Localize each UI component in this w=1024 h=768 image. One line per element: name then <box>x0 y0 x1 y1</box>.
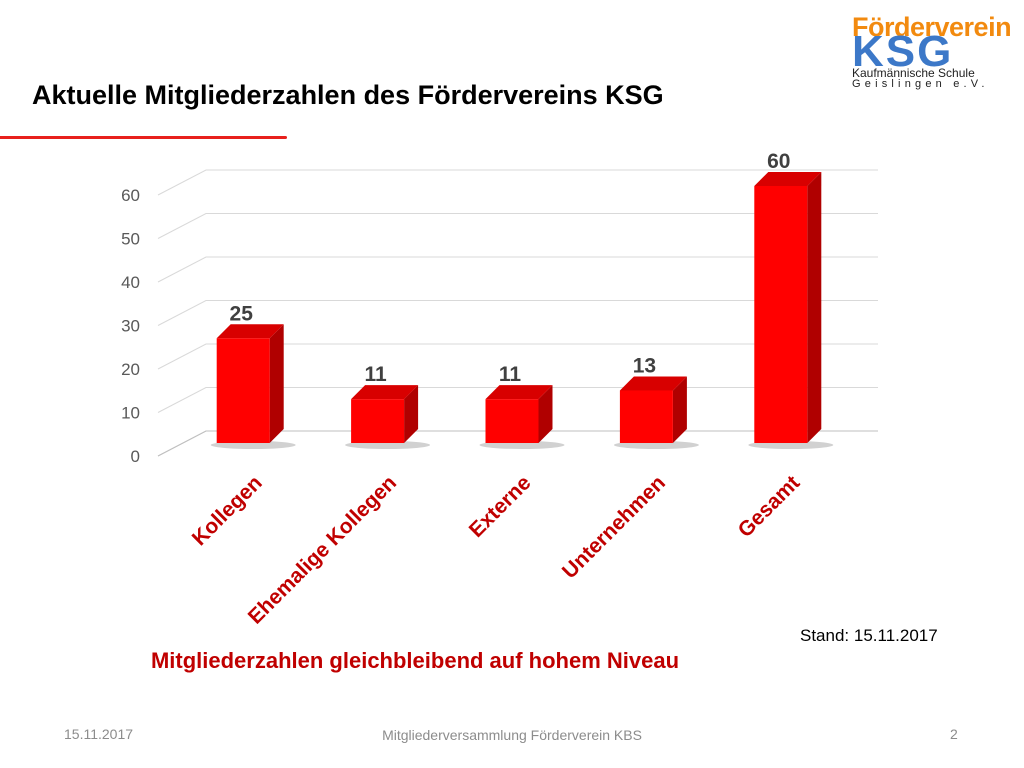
bar-kollegen <box>210 324 296 449</box>
bar-chart: 0 10 20 30 40 50 60 25 11 11 13 60 KollegenEhemali… <box>121 150 878 629</box>
title-underline <box>0 136 287 139</box>
bar-front <box>351 399 405 443</box>
category-label: Unternehmen <box>558 471 670 583</box>
logo-subtitle-line1: Kaufmännische Schule <box>852 66 975 80</box>
bar-side <box>807 172 822 443</box>
y-tick-label: 0 <box>131 447 140 466</box>
category-label: Kollegen <box>188 471 267 550</box>
category-label: Gesamt <box>734 471 805 542</box>
y-tick-label: 10 <box>121 404 140 423</box>
data-label: 60 <box>767 150 790 173</box>
y-tick-label: 40 <box>121 273 140 292</box>
data-label: 11 <box>499 363 522 386</box>
data-label: 13 <box>633 354 656 377</box>
slide-title: Aktuelle Mitgliederzahlen des Fördervere… <box>32 80 664 110</box>
category-label: Ehemalige Kollegen <box>244 471 401 628</box>
y-tick-label: 60 <box>121 186 140 205</box>
stand-date: Stand: 15.11.2017 <box>800 626 938 645</box>
bar-top <box>485 385 553 400</box>
data-label: 11 <box>364 363 387 386</box>
logo-subtitle-line2: Geislingen e.V. <box>852 78 989 90</box>
y-tick-label: 30 <box>121 317 140 336</box>
category-label: Externe <box>465 471 536 542</box>
summary-text: Mitgliederzahlen gleichbleibend auf hohe… <box>150 648 680 673</box>
logo-word: Förderverein <box>852 12 1012 42</box>
bar-front <box>619 390 673 443</box>
footer-title: Mitgliederversammlung Förderverein KBS <box>382 727 642 743</box>
y-axis-ticks: 0 10 20 30 40 50 60 <box>121 186 140 466</box>
gridline-6 <box>157 169 878 196</box>
gridline-3 <box>157 300 878 326</box>
gridline-4 <box>157 256 878 283</box>
bar-side <box>538 385 553 443</box>
bar-side <box>672 376 687 443</box>
y-tick-label: 20 <box>121 360 140 379</box>
bar-top <box>754 172 822 186</box>
bar-top <box>351 385 419 400</box>
gridline-5 <box>157 213 878 239</box>
data-label: 25 <box>230 302 254 325</box>
footer-date: 15.11.2017 <box>64 726 134 742</box>
logo: Förderverein KSG Kaufmännische Schule Ge… <box>848 12 1014 90</box>
bar-front <box>216 338 270 443</box>
y-tick-label: 50 <box>121 230 140 249</box>
bar-ehemalige-kollegen <box>345 385 431 449</box>
chart-data-labels: 25 11 11 13 60 <box>230 150 791 386</box>
bar-gesamt <box>748 172 834 449</box>
bar-externe <box>479 385 565 449</box>
bar-side <box>404 385 419 443</box>
logo-letters: KSG <box>852 27 954 76</box>
chart-bars <box>210 172 834 449</box>
gridline-2 <box>157 343 878 370</box>
bar-front <box>754 186 808 443</box>
bar-top <box>619 376 687 391</box>
page-number: 2 <box>950 726 958 742</box>
bar-front <box>485 399 539 443</box>
bar-top <box>216 324 284 339</box>
bar-unternehmen <box>613 376 699 449</box>
bar-side <box>269 324 284 443</box>
